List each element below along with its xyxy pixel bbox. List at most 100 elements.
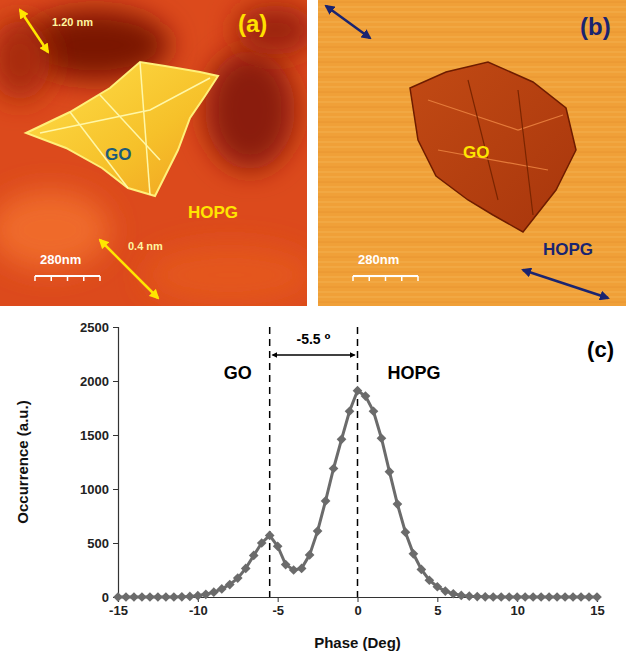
chart: -15-10-505101505001000150020002500Phase … (14, 320, 614, 651)
x-axis-tick: 5 (434, 597, 441, 618)
texture (318, 297, 626, 298)
y-axis-tick-label: 2000 (80, 374, 109, 389)
data-point (440, 586, 450, 596)
x-axis-tick: -5 (272, 597, 284, 618)
texture (318, 62, 626, 63)
x-axis-tick-label: -15 (109, 603, 128, 618)
x-axis-tick-label: 5 (434, 603, 441, 618)
data-point (265, 531, 275, 541)
data-point (177, 592, 187, 602)
image-panel: 1.20 nm0.4 nmGOHOPG(a)280nm (0, 0, 315, 306)
x-axis-tick-mark (437, 597, 438, 602)
y-axis-tick-mark (113, 381, 118, 382)
texture (0, 190, 110, 270)
texture (0, 20, 50, 100)
fold (428, 100, 563, 130)
texture (318, 292, 626, 293)
texture (318, 227, 626, 228)
flake (26, 62, 218, 196)
region-label: HOPG (188, 203, 238, 222)
texture (318, 287, 626, 288)
data-point (337, 434, 347, 444)
x-axis-title: Phase (Deg) (314, 634, 401, 651)
data-point (217, 584, 227, 594)
data-point (281, 560, 291, 570)
data-point (329, 464, 339, 474)
data-point (233, 573, 243, 583)
y-axis-tick-label: 500 (87, 536, 109, 551)
panel-label: (c) (587, 337, 614, 362)
texture (318, 302, 626, 303)
data-point (361, 391, 371, 401)
scale-bar-tick (51, 276, 53, 281)
data-point (417, 565, 427, 575)
image-content (318, 0, 626, 306)
height-label: 0.4 nm (128, 240, 163, 252)
data-line (118, 391, 597, 597)
y-axis: 05001000150020002500 (80, 320, 118, 605)
background (318, 0, 626, 306)
data-point (377, 433, 387, 443)
x-axis-tick-label: 10 (510, 603, 524, 618)
texture (318, 2, 626, 3)
data-point (313, 526, 323, 536)
data-point (456, 591, 466, 601)
y-axis-tick: 2000 (80, 374, 118, 389)
x-axis-tick-label: -5 (272, 603, 284, 618)
fold (468, 80, 498, 200)
data-point (401, 527, 411, 537)
height-label: 1.20 nm (52, 16, 93, 28)
scale-bar-tick (352, 276, 354, 281)
image-panel: GOHOPG(b)280nm (318, 0, 626, 307)
y-axis-tick-label: 2500 (80, 320, 109, 335)
texture (318, 277, 626, 278)
texture (235, 5, 307, 55)
region-label: GO (463, 143, 489, 162)
texture (318, 42, 626, 43)
y-axis-tick-mark (113, 435, 118, 436)
data-point (241, 564, 251, 574)
panel-label: (b) (580, 13, 611, 40)
fold (438, 150, 548, 170)
y-axis-tick-label: 1500 (80, 428, 109, 443)
span-arrow (273, 354, 355, 356)
data-point (409, 549, 419, 559)
texture (318, 47, 626, 48)
region-label: HOPG (543, 240, 593, 259)
texture (318, 237, 626, 238)
arrow (20, 10, 48, 52)
reference-line (357, 327, 359, 597)
data-point (297, 564, 307, 574)
data-point (464, 591, 474, 601)
texture (318, 282, 626, 283)
flake (410, 62, 576, 232)
scale-bar-tick (401, 276, 403, 281)
data-point (305, 550, 315, 560)
texture (318, 232, 626, 233)
x-axis-tick-label: -10 (189, 603, 208, 618)
data-point (185, 592, 195, 602)
y-axis-tick: 1500 (80, 428, 118, 443)
y-axis-tick-mark (113, 489, 118, 490)
texture (318, 222, 626, 223)
data-point (369, 406, 379, 416)
fold (40, 78, 210, 133)
data-point (592, 592, 602, 602)
data-point (424, 575, 434, 585)
y-axis-tick-mark (113, 543, 118, 544)
region-label: HOPG (388, 363, 441, 383)
scale-bar-label: 280nm (40, 252, 81, 267)
data-point (393, 499, 403, 509)
data-point (289, 565, 299, 575)
figure: 1.20 nm0.4 nmGOHOPG(a)280nmGOHOPG(b)280n… (0, 0, 626, 666)
fold (140, 62, 150, 195)
plot-data (113, 386, 602, 602)
texture (145, 245, 307, 305)
texture (318, 207, 626, 208)
y-axis-tick: 500 (87, 536, 118, 551)
region-label: GO (224, 363, 252, 383)
image-content (0, 0, 307, 306)
scale-bar-tick (67, 276, 69, 281)
data-point (201, 589, 211, 599)
data-point (257, 538, 267, 548)
